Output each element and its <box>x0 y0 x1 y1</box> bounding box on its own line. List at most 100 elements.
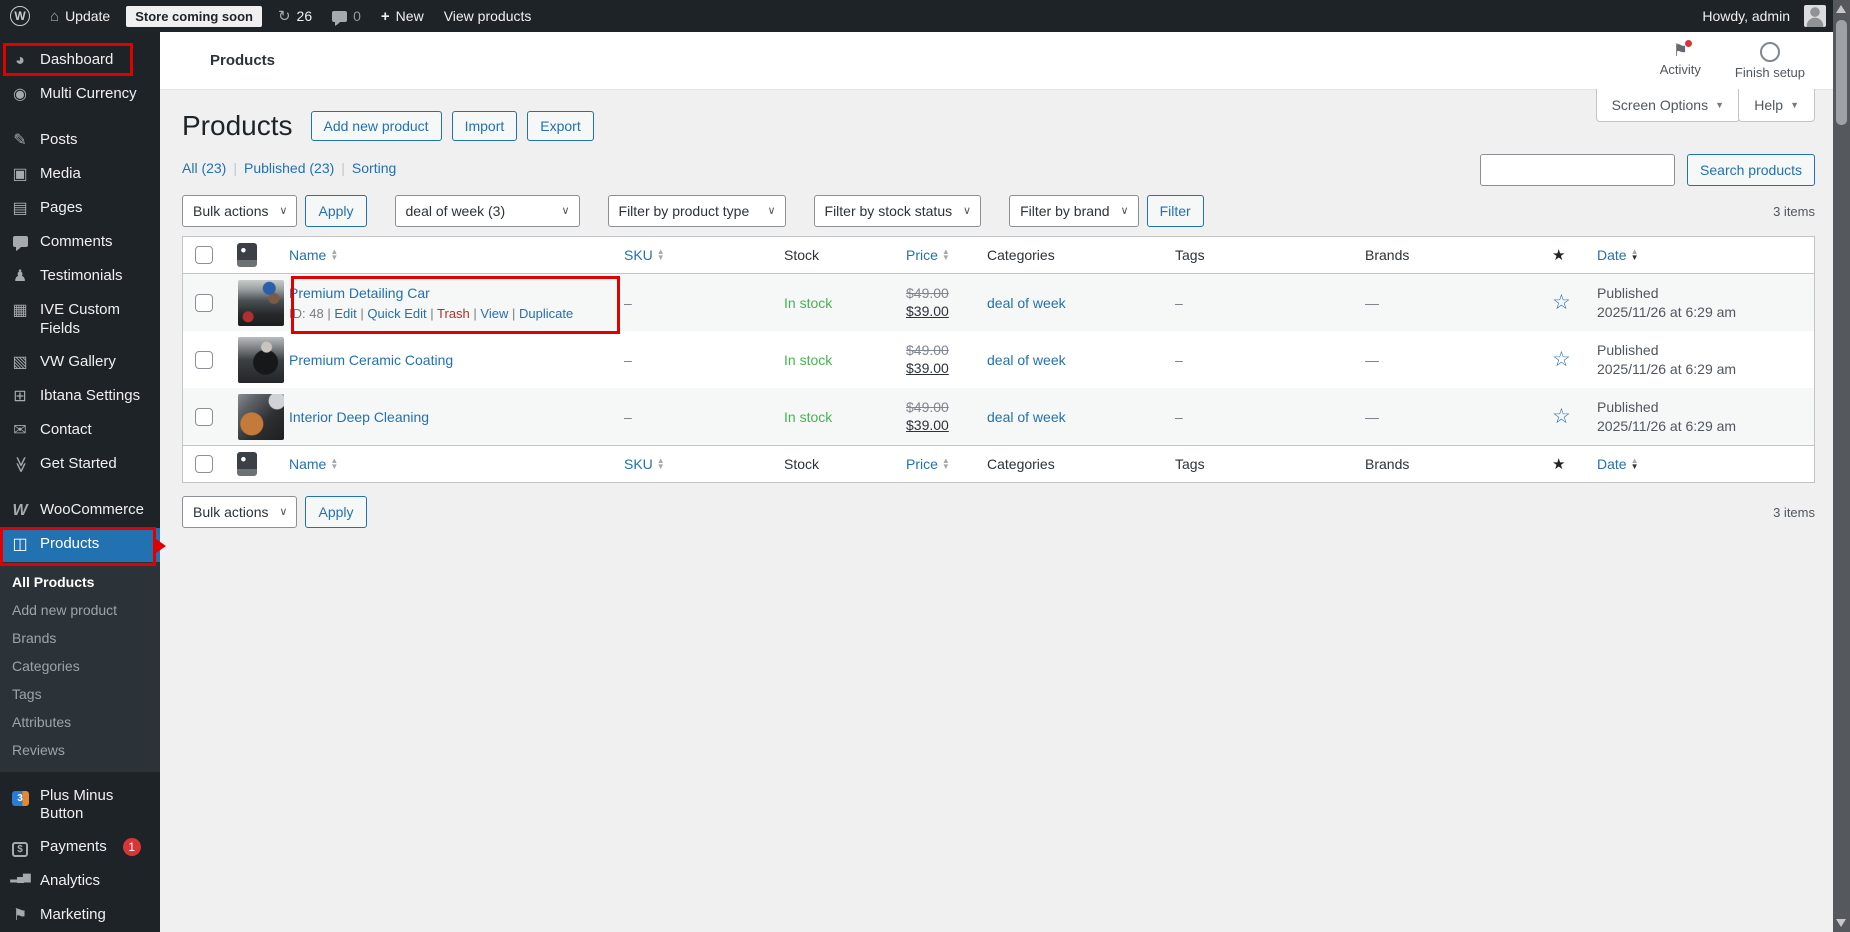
brand-filter-select[interactable]: Filter by brand ∨ <box>1009 195 1139 227</box>
feature-star-toggle[interactable]: ☆ <box>1552 348 1571 371</box>
select-all-checkbox[interactable] <box>195 246 213 264</box>
sidebar-item-plus-minus-button[interactable]: 3 Plus Minus Button <box>0 780 160 832</box>
megaphone-icon: ⚑ <box>12 907 28 924</box>
comments-count: 0 <box>353 8 361 24</box>
sidebar-item-comments[interactable]: Comments <box>0 226 160 260</box>
sidebar-item-contact[interactable]: ✉ Contact <box>0 414 160 448</box>
my-account-menu[interactable]: Howdy, admin <box>1692 0 1850 32</box>
category-link[interactable]: deal of week <box>987 408 1066 425</box>
product-thumbnail[interactable] <box>238 336 284 383</box>
scroll-down-arrow-icon[interactable] <box>1836 919 1846 927</box>
sort-name-header[interactable]: Name ▲ ▼ <box>289 247 339 263</box>
new-content-menu[interactable]: + New <box>371 0 434 32</box>
sort-sku-header[interactable]: SKU ▲ ▼ <box>624 456 665 472</box>
search-products-button[interactable]: Search products <box>1687 154 1815 186</box>
finish-setup-button[interactable]: Finish setup <box>1735 41 1805 80</box>
sidebar-item-payments[interactable]: $ Payments 1 <box>0 831 160 865</box>
sidebar-item-testimonials[interactable]: ♟ Testimonials <box>0 260 160 294</box>
scroll-up-arrow-icon[interactable] <box>1836 5 1846 13</box>
scrollbar[interactable] <box>1833 0 1850 932</box>
submenu-item-categories[interactable]: Categories <box>12 657 80 674</box>
activity-button[interactable]: ⚑ Activity <box>1660 39 1701 80</box>
screen-options-tab[interactable]: Screen Options ▼ <box>1595 89 1740 122</box>
submenu-item-all-products[interactable]: All Products <box>12 573 95 590</box>
bulk-actions-select-bottom[interactable]: Bulk actions ∨ <box>182 496 298 528</box>
sidebar-item-marketing[interactable]: ⚑ Marketing <box>0 899 160 932</box>
sidebar-item-posts[interactable]: ✎ Posts <box>0 124 160 158</box>
sidebar-item-get-started[interactable]: ≫ Get Started <box>0 448 160 482</box>
view-products-menu[interactable]: View products <box>434 0 542 32</box>
chevron-down-icon: ▼ <box>1790 100 1799 110</box>
bulk-actions-select[interactable]: Bulk actions ∨ <box>182 195 298 227</box>
sidebar-item-vw-gallery[interactable]: ▧ VW Gallery <box>0 346 160 380</box>
submenu-item-attributes[interactable]: Attributes <box>12 713 72 730</box>
row-checkbox[interactable] <box>195 293 213 312</box>
sort-sku-header[interactable]: SKU ▲ ▼ <box>624 247 665 263</box>
publish-date: 2025/11/26 at 6:29 am <box>1597 417 1737 434</box>
sidebar-item-ive-custom-fields[interactable]: ▦ IVE Custom Fields <box>0 294 160 346</box>
apply-button-bottom[interactable]: Apply <box>305 496 367 528</box>
apply-button[interactable]: Apply <box>305 195 367 227</box>
sort-date-header[interactable]: Date ▲ ▼ <box>1597 247 1639 263</box>
select-all-checkbox[interactable] <box>195 455 213 473</box>
add-new-product-button[interactable]: Add new product <box>310 111 442 141</box>
image-column-icon <box>237 452 257 476</box>
stock-status: In stock <box>784 408 833 425</box>
edit-link[interactable]: Edit <box>334 305 357 321</box>
row-checkbox[interactable] <box>195 350 213 369</box>
search-products-input[interactable] <box>1480 154 1676 186</box>
submenu-item-add-new-product[interactable]: Add new product <box>12 601 118 618</box>
scrollbar-thumb[interactable] <box>1836 20 1847 125</box>
category-filter-select[interactable]: deal of week (3) ∨ <box>394 195 580 227</box>
submenu-item-tags[interactable]: Tags <box>12 685 42 702</box>
table-header-row: Name ▲ ▼ SKU ▲ ▼ Stock Price ▲ ▼ Categories… <box>183 237 1814 274</box>
sort-name-header[interactable]: Name ▲ ▼ <box>289 456 339 472</box>
sidebar-item-pages[interactable]: ▤ Pages <box>0 192 160 226</box>
home-icon: ⌂ <box>50 7 60 25</box>
comments-menu[interactable]: 0 <box>322 0 371 32</box>
category-link[interactable]: deal of week <box>987 351 1066 368</box>
publish-status: Published <box>1597 341 1659 358</box>
sidebar-item-media[interactable]: ▣ Media <box>0 158 160 192</box>
feature-star-toggle[interactable]: ☆ <box>1552 291 1571 314</box>
sidebar-item-multi-currency[interactable]: ◉ Multi Currency <box>0 78 160 112</box>
help-tab[interactable]: Help ▼ <box>1738 89 1815 122</box>
view-published-link[interactable]: Published (23) <box>244 160 335 176</box>
trash-link[interactable]: Trash <box>437 305 470 321</box>
feature-star-toggle[interactable]: ☆ <box>1552 405 1571 428</box>
updates-menu[interactable]: ↻ 26 <box>268 0 322 32</box>
duplicate-link[interactable]: Duplicate <box>519 305 574 321</box>
sidebar-item-label: Payments <box>40 838 107 855</box>
view-all-link[interactable]: All (23) <box>182 160 227 176</box>
filter-button[interactable]: Filter <box>1146 195 1204 227</box>
sort-price-header[interactable]: Price ▲ ▼ <box>906 247 950 263</box>
sidebar-item-products[interactable]: ◫ Products <box>0 527 160 562</box>
row-checkbox[interactable] <box>195 407 213 426</box>
wp-logo-menu[interactable]: W <box>0 0 40 32</box>
sort-price-header[interactable]: Price ▲ ▼ <box>906 456 950 472</box>
sidebar-item-analytics[interactable]: ▂▄▆ Analytics <box>0 865 160 899</box>
quick-edit-link[interactable]: Quick Edit <box>367 305 427 321</box>
sidebar-item-ibtana-settings[interactable]: ⊞ Ibtana Settings <box>0 380 160 414</box>
sort-date-header[interactable]: Date ▲ ▼ <box>1597 456 1639 472</box>
stock-status-filter-select[interactable]: Filter by stock status ∨ <box>813 195 982 227</box>
submenu-item-brands[interactable]: Brands <box>12 629 57 646</box>
site-name-menu[interactable]: ⌂ Update <box>40 0 120 32</box>
product-name-link[interactable]: Premium Detailing Car <box>289 284 430 301</box>
stock-status: In stock <box>784 294 833 311</box>
sidebar-item-woocommerce[interactable]: W WooCommerce <box>0 494 160 528</box>
product-thumbnail[interactable] <box>238 393 284 440</box>
product-type-filter-select[interactable]: Filter by product type ∨ <box>607 195 786 227</box>
view-link[interactable]: View <box>480 305 509 321</box>
product-name-link[interactable]: Interior Deep Cleaning <box>289 408 430 425</box>
price-cell: $49.00 $39.00 <box>896 399 987 434</box>
product-name-link[interactable]: Premium Ceramic Coating <box>289 351 454 368</box>
import-button[interactable]: Import <box>451 111 518 141</box>
product-id-label: ID: 48 <box>289 305 324 321</box>
category-link[interactable]: deal of week <box>987 294 1066 311</box>
product-thumbnail[interactable] <box>238 279 284 326</box>
view-sorting-link[interactable]: Sorting <box>351 160 397 176</box>
sidebar-item-dashboard[interactable]: ◕ Dashboard <box>0 44 160 78</box>
submenu-item-reviews[interactable]: Reviews <box>12 741 65 758</box>
export-button[interactable]: Export <box>527 111 594 141</box>
